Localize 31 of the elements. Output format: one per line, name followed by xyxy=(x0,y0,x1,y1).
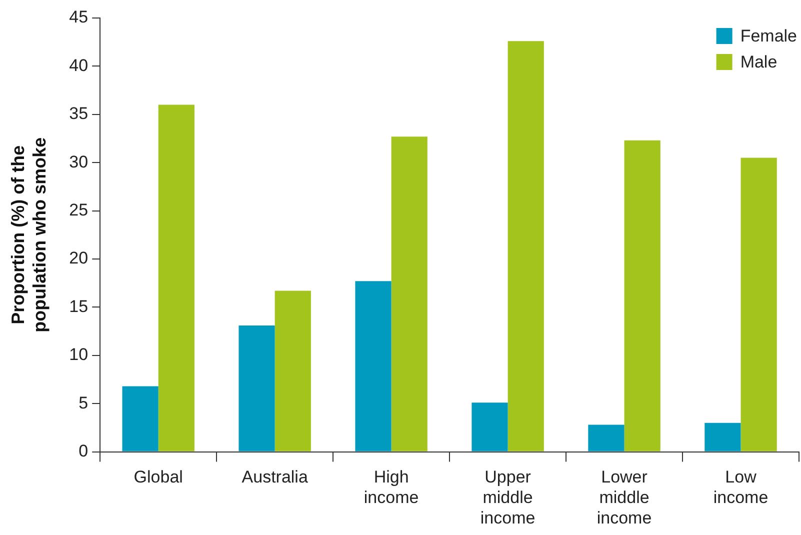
bar xyxy=(238,326,275,452)
y-tick-label: 40 xyxy=(69,56,88,75)
x-tick-label: Lower middle income xyxy=(596,468,652,528)
y-tick-label: 25 xyxy=(69,200,88,220)
legend-label: Female xyxy=(740,26,797,46)
x-tick-label: Global xyxy=(134,468,183,487)
bar xyxy=(158,104,194,452)
bar xyxy=(472,402,508,452)
bar xyxy=(704,422,741,452)
x-tick-label: Low income xyxy=(713,468,768,508)
bar xyxy=(391,136,428,452)
x-tick-label: High income xyxy=(364,468,419,508)
bar xyxy=(624,140,660,452)
y-tick-label: 45 xyxy=(69,8,88,27)
y-tick-label: 20 xyxy=(69,248,88,268)
y-tick-label: 0 xyxy=(78,441,88,460)
bar xyxy=(274,290,311,452)
bar xyxy=(508,41,544,452)
y-axis-title: Proportion (%) of the population who smoke xyxy=(8,137,50,332)
bar xyxy=(122,386,158,452)
x-tick-label: Australia xyxy=(242,468,308,487)
y-tick-label: 35 xyxy=(69,104,88,124)
y-tick-label: 15 xyxy=(69,296,88,316)
y-tick-label: 10 xyxy=(69,345,88,364)
x-tick-label: Upper middle income xyxy=(480,468,536,528)
bar xyxy=(355,281,392,452)
bar xyxy=(588,424,624,452)
y-tick-label: 5 xyxy=(78,393,88,412)
bar xyxy=(740,158,777,452)
legend-label: Male xyxy=(740,52,778,72)
y-tick-label: 30 xyxy=(69,152,88,172)
